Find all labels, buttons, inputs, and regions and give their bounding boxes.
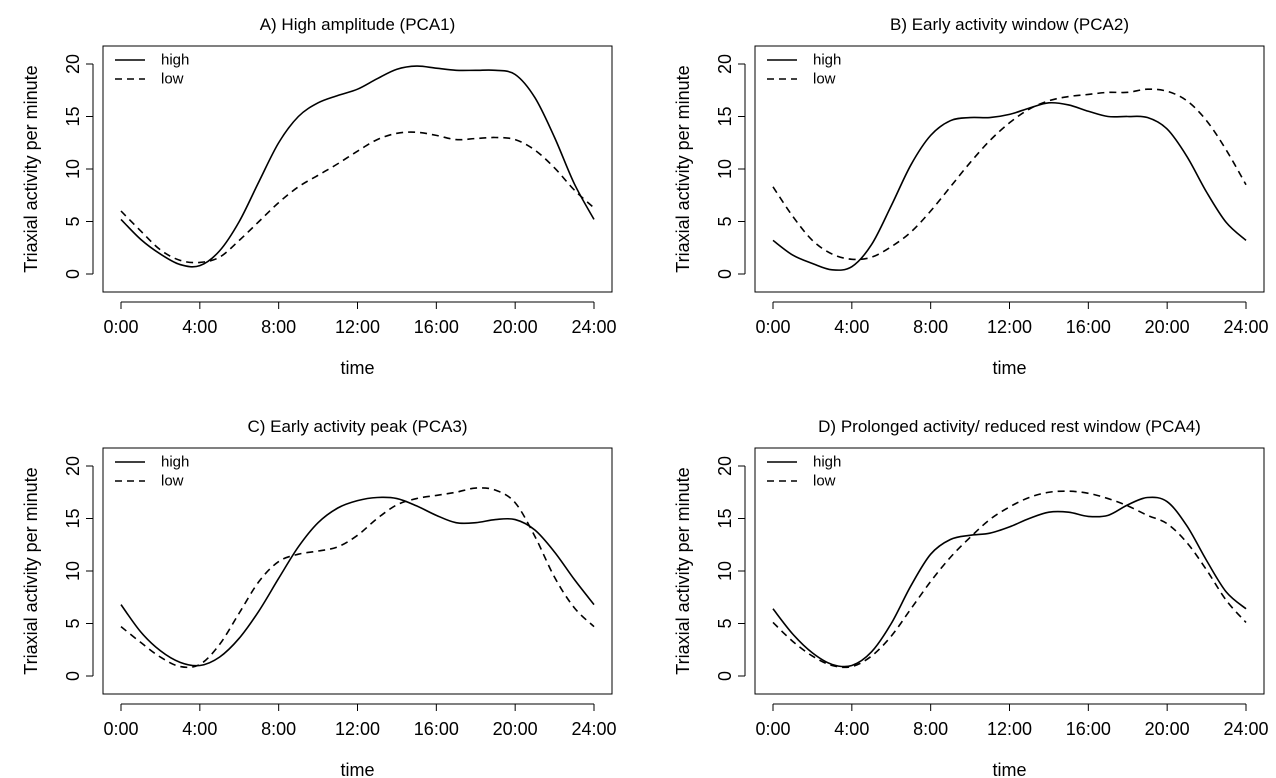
series-line-low <box>772 490 1247 669</box>
x-tick-label: 8:00 <box>913 719 948 739</box>
series-line-high <box>772 101 1247 271</box>
x-tick-label: 16:00 <box>1066 317 1111 337</box>
y-tick-label: 20 <box>715 54 735 74</box>
x-tick-label: 8:00 <box>261 317 296 337</box>
series-line-low <box>120 131 595 264</box>
x-axis-label: time <box>992 760 1026 778</box>
series-line-low <box>120 487 595 669</box>
y-tick-label: 0 <box>715 269 735 279</box>
x-tick-label: 16:00 <box>1066 719 1111 739</box>
x-axis-label: time <box>992 358 1026 378</box>
x-tick-label: 20:00 <box>1145 719 1190 739</box>
y-tick-label: 20 <box>63 456 83 476</box>
series-line-high <box>772 496 1247 668</box>
y-tick-label: 5 <box>715 618 735 628</box>
plot-frame <box>102 447 613 695</box>
y-tick-label: 0 <box>715 671 735 681</box>
x-tick-label: 0:00 <box>103 719 138 739</box>
y-tick-label: 20 <box>715 456 735 476</box>
x-tick-label: 12:00 <box>987 719 1032 739</box>
chart-title: C) Early activity peak (PCA3) <box>247 417 467 436</box>
y-tick-label: 10 <box>715 561 735 581</box>
series-line-low <box>772 88 1247 261</box>
chart-panel-1: A) High amplitude (PCA1) 0:00 4:00 8:00 12:0… <box>21 15 617 378</box>
chart-panel-2: B) Early activity window (PCA2) 0:00 4:00 8… <box>673 15 1269 378</box>
x-tick-label: 24:00 <box>571 317 616 337</box>
y-tick-label: 15 <box>715 508 735 528</box>
plot-frame <box>754 45 1265 293</box>
y-tick-label: 0 <box>63 269 83 279</box>
x-tick-label: 0:00 <box>755 719 790 739</box>
x-tick-label: 12:00 <box>335 719 380 739</box>
x-tick-label: 8:00 <box>913 317 948 337</box>
x-tick-label: 20:00 <box>493 719 538 739</box>
x-tick-label: 20:00 <box>493 317 538 337</box>
y-tick-label: 15 <box>715 106 735 126</box>
y-axis-label: Triaxial activity per minute <box>673 65 693 272</box>
legend-label-low: low <box>161 71 184 88</box>
series-line-high <box>120 65 595 268</box>
x-tick-label: 4:00 <box>834 317 869 337</box>
y-axis-label: Triaxial activity per minute <box>21 65 41 272</box>
y-tick-label: 15 <box>63 508 83 528</box>
y-tick-label: 10 <box>63 561 83 581</box>
x-tick-label: 8:00 <box>261 719 296 739</box>
legend-label-high: high <box>161 52 189 69</box>
y-axis-label: Triaxial activity per minute <box>673 467 693 674</box>
x-tick-label: 12:00 <box>335 317 380 337</box>
chart-title: A) High amplitude (PCA1) <box>260 15 456 34</box>
chart-title: B) Early activity window (PCA2) <box>890 15 1129 34</box>
x-tick-label: 20:00 <box>1145 317 1190 337</box>
y-tick-label: 5 <box>63 216 83 226</box>
chart-panel-3: C) Early activity peak (PCA3) 0:00 4:00 8:0… <box>21 417 617 778</box>
legend-label-high: high <box>161 454 189 471</box>
legend-label-low: low <box>813 71 836 88</box>
y-tick-label: 15 <box>63 106 83 126</box>
x-tick-label: 12:00 <box>987 317 1032 337</box>
chart-panel-4: D) Prolonged activity/ reduced rest wind… <box>673 417 1269 778</box>
x-tick-label: 4:00 <box>834 719 869 739</box>
legend-label-low: low <box>813 473 836 490</box>
x-tick-label: 0:00 <box>755 317 790 337</box>
legend-label-high: high <box>813 52 841 69</box>
x-tick-label: 24:00 <box>1223 719 1268 739</box>
chart-title: D) Prolonged activity/ reduced rest wind… <box>818 417 1201 436</box>
y-axis-label: Triaxial activity per minute <box>21 467 41 674</box>
x-tick-label: 24:00 <box>571 719 616 739</box>
y-tick-label: 10 <box>63 159 83 179</box>
x-tick-label: 0:00 <box>103 317 138 337</box>
x-axis-label: time <box>340 358 374 378</box>
y-tick-label: 0 <box>63 671 83 681</box>
y-tick-label: 10 <box>715 159 735 179</box>
x-tick-label: 16:00 <box>414 719 459 739</box>
x-tick-label: 4:00 <box>182 719 217 739</box>
x-tick-label: 16:00 <box>414 317 459 337</box>
legend-label-low: low <box>161 473 184 490</box>
legend-label-high: high <box>813 454 841 471</box>
y-tick-label: 20 <box>63 54 83 74</box>
x-tick-label: 24:00 <box>1223 317 1268 337</box>
y-tick-label: 5 <box>715 216 735 226</box>
series-line-high <box>120 496 595 667</box>
x-tick-label: 4:00 <box>182 317 217 337</box>
y-tick-label: 5 <box>63 618 83 628</box>
plot-frame <box>102 45 613 293</box>
plot-frame <box>754 447 1265 695</box>
x-axis-label: time <box>340 760 374 778</box>
